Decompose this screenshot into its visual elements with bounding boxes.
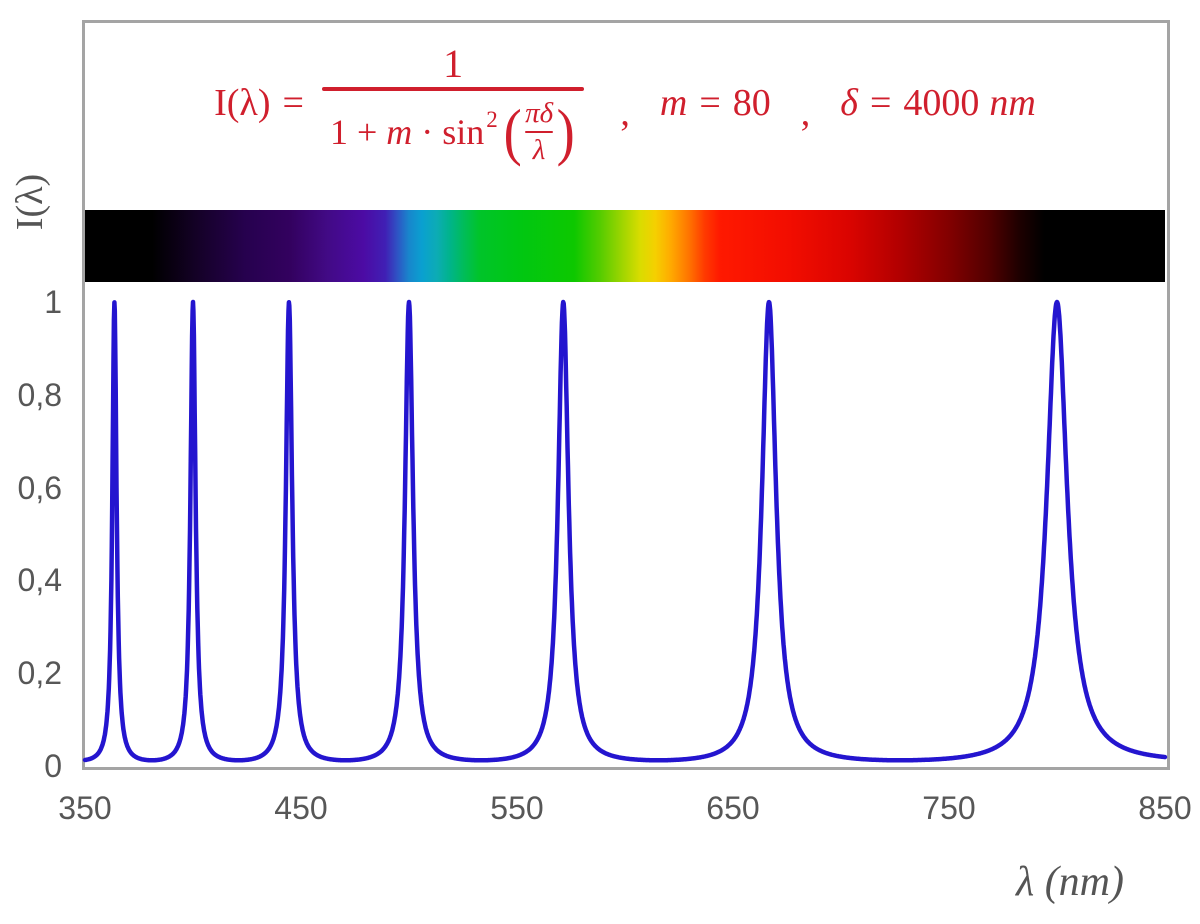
param-m-name: m [659, 82, 688, 124]
x-tick-350: 350 [58, 790, 112, 826]
fraction-numerator: 1 [443, 40, 464, 86]
y-tick-0.6: 0,6 [17, 469, 62, 506]
y-tick-0: 0 [44, 748, 62, 784]
inner-fraction-bar [525, 130, 554, 134]
param-delta-unit: nm [989, 82, 1036, 124]
formula-fraction: 1 1 + m · sin 2 ( πδ λ ) [321, 40, 585, 166]
formula-lhs: I(λ) [214, 82, 271, 124]
y-tick-1: 1 [44, 284, 62, 320]
y-tick-0.4: 0,4 [17, 562, 62, 599]
fraction-denominator: 1 + m · sin 2 ( πδ λ ) [322, 91, 584, 166]
param-delta-equals: = [869, 82, 892, 124]
den-m: m [386, 112, 413, 152]
x-tick-450: 450 [274, 790, 328, 826]
visible-spectrum-strip [85, 210, 1165, 282]
sin-exponent: 2 [486, 106, 498, 132]
formula-title: I(λ) = 1 1 + m · sin 2 ( πδ λ ) , m = 80… [85, 24, 1165, 182]
den-dot-sin: · sin [412, 112, 485, 152]
param-delta-name: δ [840, 82, 858, 124]
y-axis-title: I(λ) [9, 173, 51, 231]
inner-numerator: πδ [525, 96, 554, 129]
den-one-plus: 1 + [329, 112, 387, 152]
close-paren: ) [556, 96, 575, 168]
comma-2: , [800, 92, 811, 134]
comma-1: , [620, 92, 630, 134]
x-tick-850: 850 [1138, 790, 1192, 826]
param-delta-value: 4000 [903, 82, 980, 124]
open-paren: ( [503, 96, 522, 168]
fraction-bar [321, 86, 585, 91]
x-tick-650: 650 [706, 790, 760, 826]
param-m-value: 80 [732, 82, 771, 124]
inner-fraction: πδ λ [525, 96, 554, 167]
x-tick-550: 550 [490, 790, 544, 826]
x-tick-750: 750 [922, 790, 976, 826]
formula-equals: = [282, 82, 304, 124]
param-m-equals: = [699, 82, 721, 124]
y-tick-0.2: 0,2 [17, 655, 62, 692]
inner-denominator: λ [532, 134, 546, 167]
y-tick-0.8: 0,8 [17, 376, 62, 413]
x-axis-title: λ (nm) [1016, 859, 1124, 905]
